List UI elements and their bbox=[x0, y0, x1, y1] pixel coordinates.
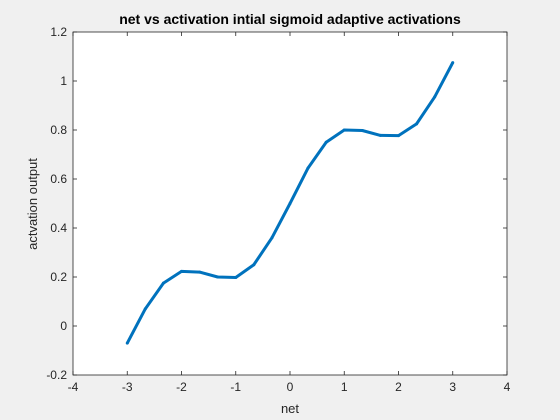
y-tick-label: 0 bbox=[60, 319, 67, 333]
y-axis-label: actvation output bbox=[25, 158, 40, 250]
data-point bbox=[378, 133, 382, 137]
x-tick-label: -1 bbox=[230, 380, 241, 394]
data-point bbox=[306, 166, 310, 170]
y-tick-label: 0.6 bbox=[50, 172, 67, 186]
x-tick-label: 3 bbox=[449, 380, 456, 394]
data-point bbox=[270, 236, 274, 240]
data-point bbox=[451, 61, 455, 65]
x-axis-label: net bbox=[281, 401, 299, 416]
y-tick-label: 1 bbox=[60, 74, 67, 88]
data-point bbox=[161, 281, 165, 285]
y-tick-label: 0.4 bbox=[50, 221, 67, 235]
data-point bbox=[180, 269, 183, 273]
chart-title: net vs activation intial sigmoid adaptiv… bbox=[119, 11, 461, 27]
data-point bbox=[324, 140, 328, 144]
data-point bbox=[198, 270, 202, 274]
data-point bbox=[125, 341, 129, 345]
x-tick-label: -4 bbox=[68, 380, 79, 394]
data-point bbox=[143, 307, 147, 311]
data-point bbox=[360, 128, 364, 132]
data-point bbox=[234, 275, 238, 279]
data-point bbox=[415, 122, 419, 126]
data-point bbox=[433, 95, 437, 99]
x-tick-label: -2 bbox=[176, 380, 187, 394]
data-point bbox=[216, 275, 220, 279]
line-layer bbox=[125, 61, 455, 345]
x-tick-label: -3 bbox=[122, 380, 133, 394]
y-tick-label: -0.2 bbox=[46, 368, 67, 382]
y-tick-label: 0.8 bbox=[50, 123, 67, 137]
x-tick-label: 1 bbox=[341, 380, 348, 394]
data-point bbox=[397, 134, 400, 138]
y-tick-label: 1.2 bbox=[50, 25, 67, 39]
axes-box bbox=[72, 31, 508, 376]
x-tick-label: 2 bbox=[395, 380, 402, 394]
data-point bbox=[252, 263, 256, 267]
data-point bbox=[342, 128, 346, 132]
x-tick-label: 4 bbox=[504, 380, 511, 394]
y-tick-label: 0.2 bbox=[50, 270, 67, 284]
x-tick-label: 0 bbox=[287, 380, 294, 394]
data-point bbox=[288, 202, 292, 205]
